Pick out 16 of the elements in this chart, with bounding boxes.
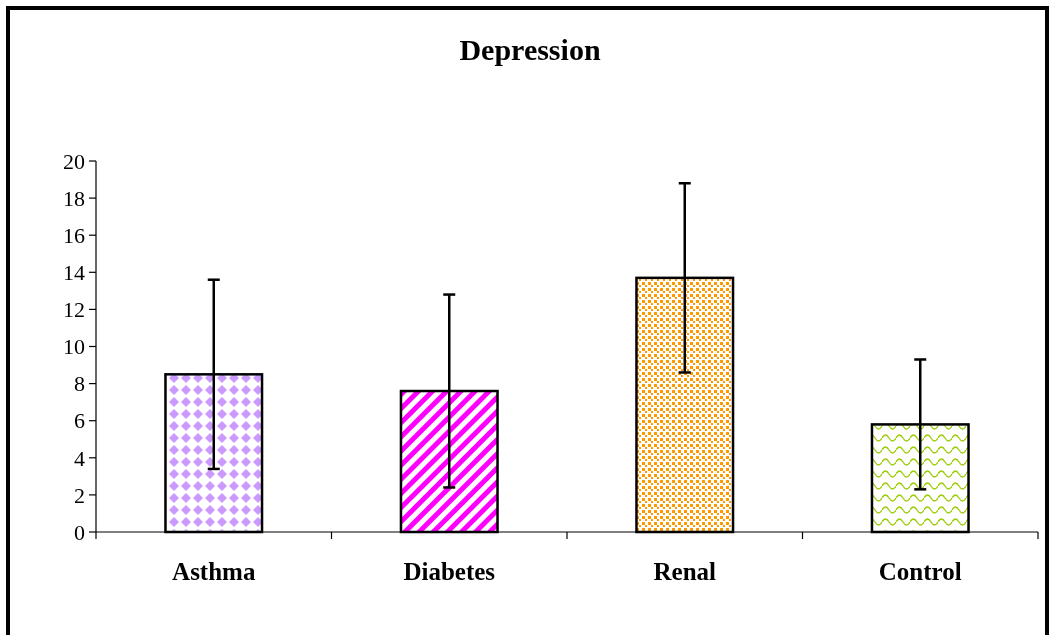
- x-tick-label: Diabetes: [403, 558, 496, 585]
- y-tick-label: 20: [63, 148, 85, 174]
- y-tick-label: 6: [74, 408, 85, 434]
- y-tick-label: 10: [63, 334, 85, 360]
- y-tick-label: 14: [63, 260, 85, 285]
- x-tick-label: Asthma: [172, 558, 256, 585]
- y-tick-label: 12: [63, 297, 85, 323]
- y-tick-label: 0: [74, 519, 85, 545]
- chart-title: Depression: [459, 33, 601, 66]
- x-tick-label: Control: [878, 558, 962, 585]
- y-tick-label: 18: [63, 185, 85, 211]
- x-tick-label: Renal: [653, 558, 717, 585]
- y-tick-label: 2: [74, 482, 85, 508]
- y-tick-label: 8: [74, 371, 85, 397]
- y-tick-label: 16: [63, 222, 85, 248]
- y-tick-label: 4: [74, 445, 85, 471]
